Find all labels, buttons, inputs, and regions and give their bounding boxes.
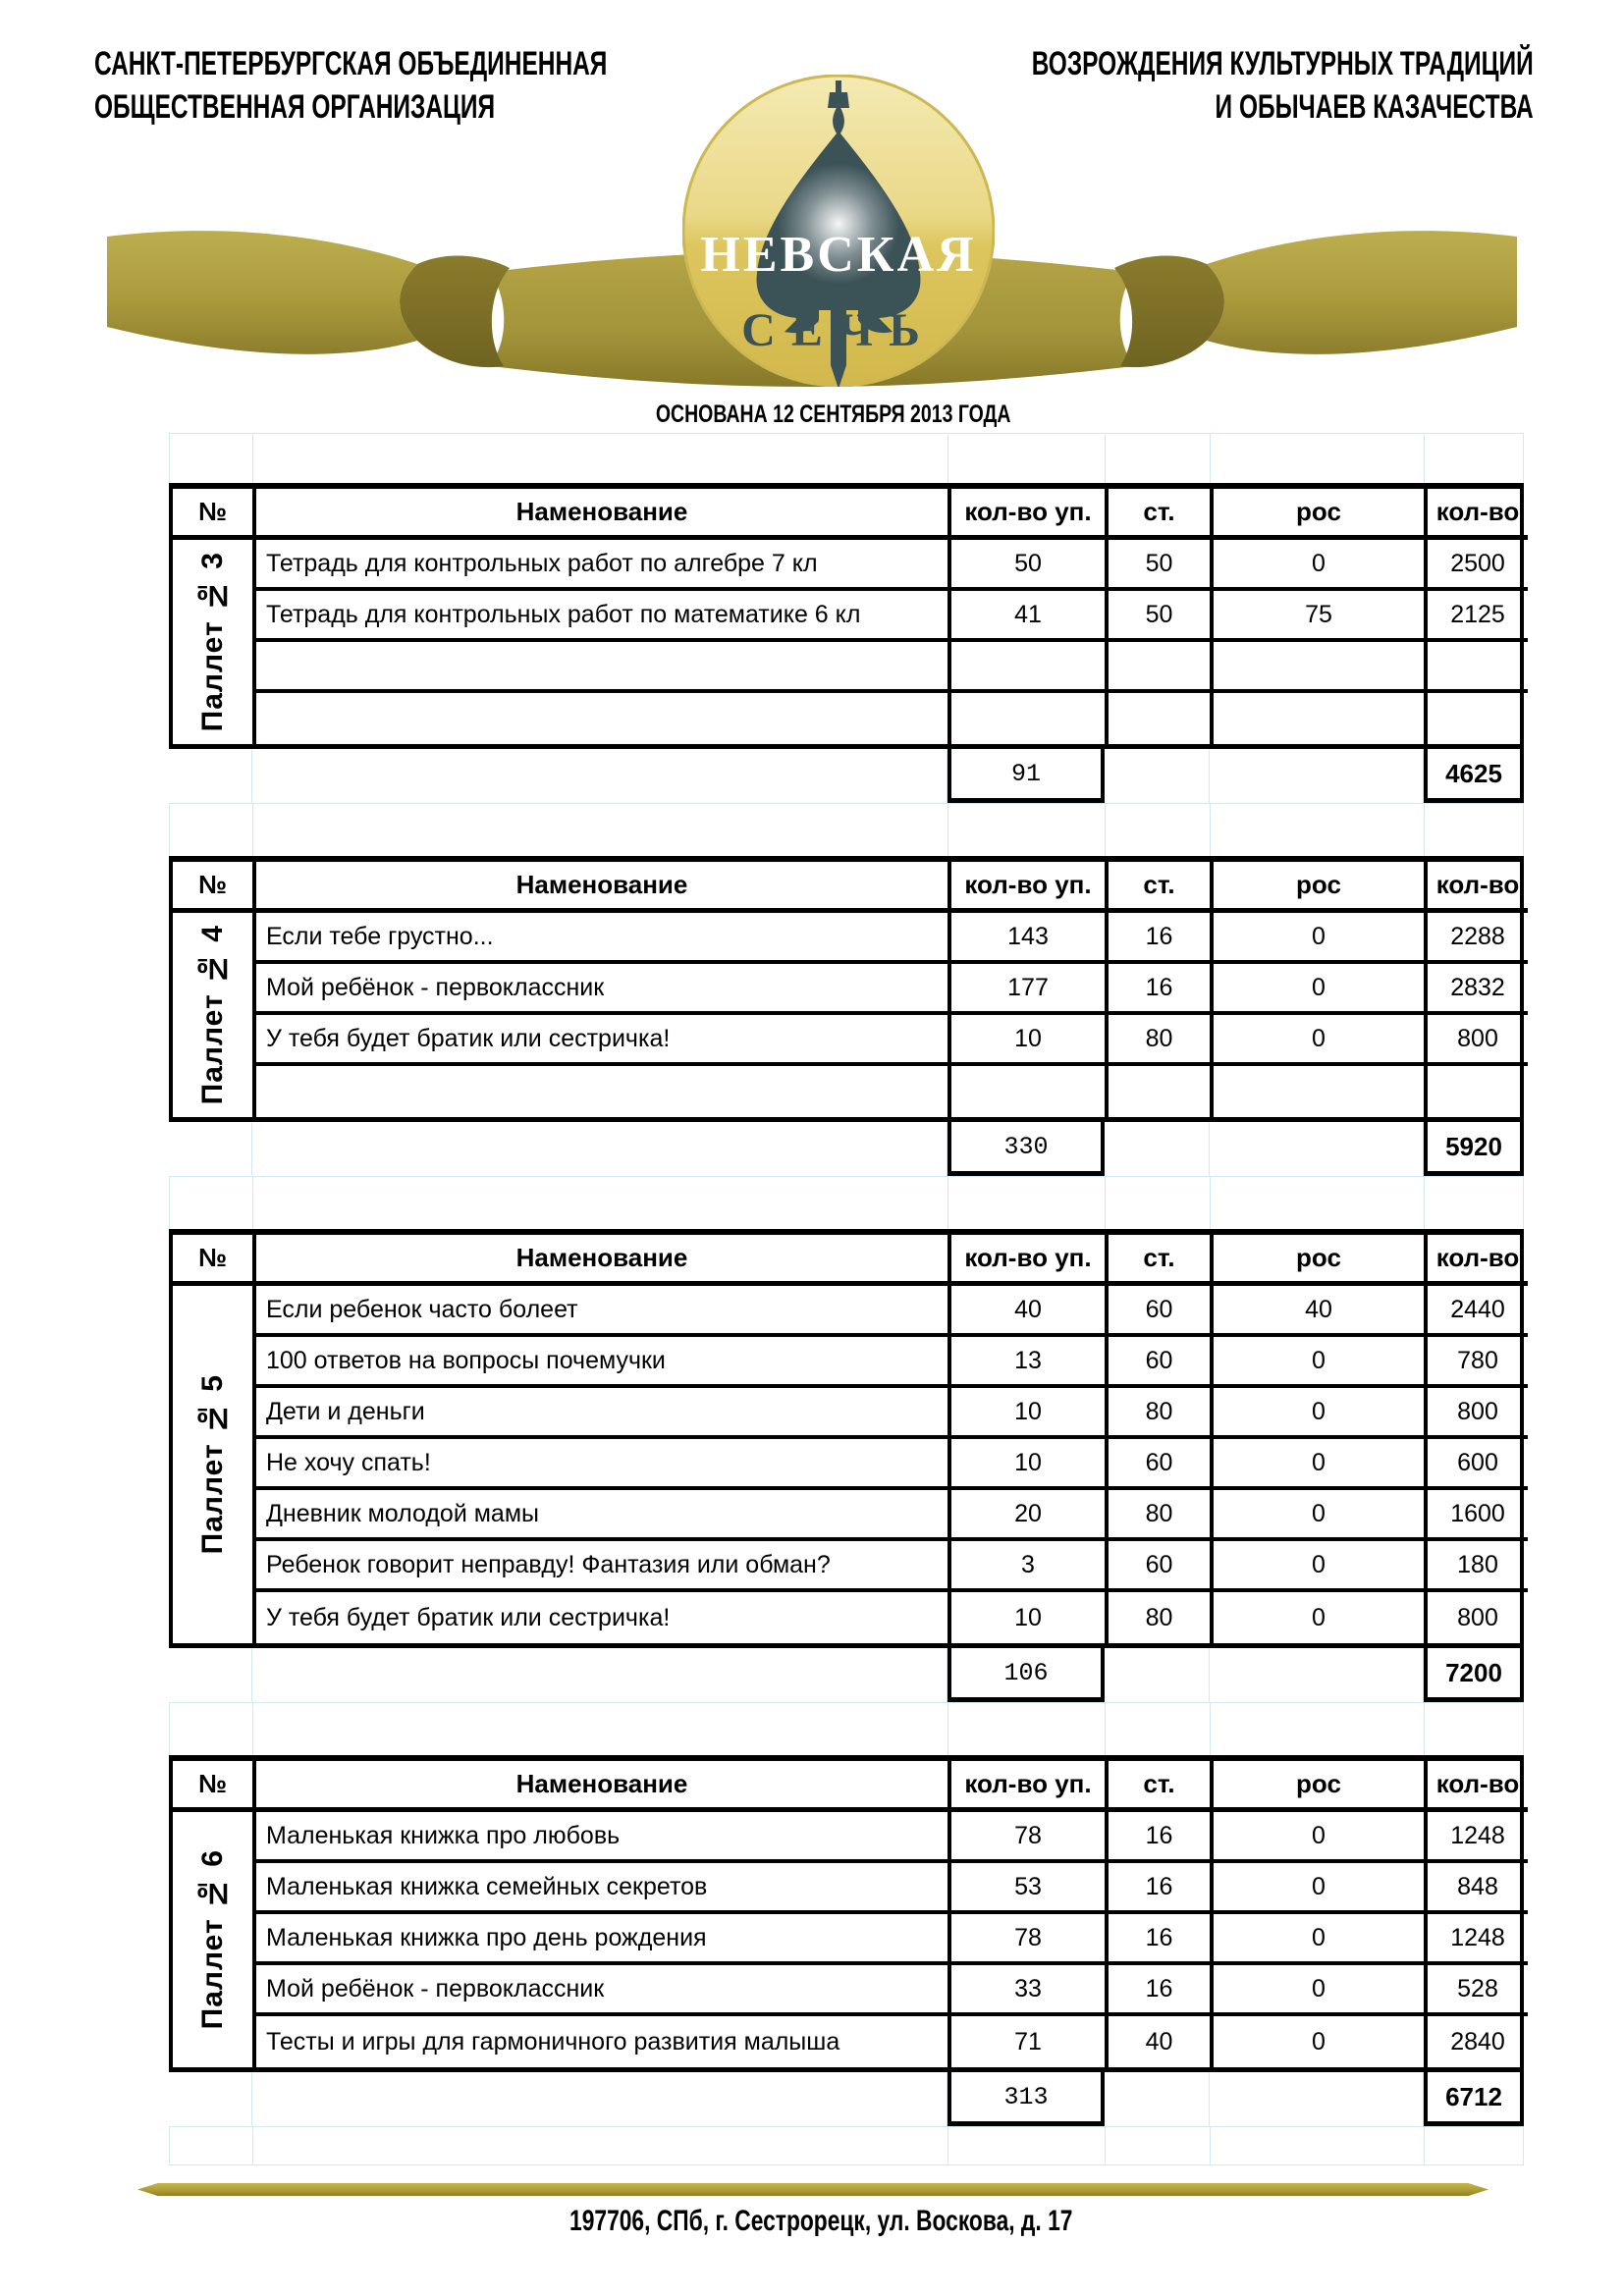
table-cell-name: Мой ребёнок - первоклассник xyxy=(256,1965,951,2016)
table-cell-name: Маленькая книжка про любовь xyxy=(256,1812,951,1863)
total-packs: 330 xyxy=(947,1122,1105,1176)
pallet-4-total-row: 330 5920 xyxy=(169,1122,1524,1176)
pallet-4-table: № Наменование кол-во уп. ст. рос кол-во … xyxy=(169,856,1528,1122)
nevskaya-sech-emblem: НЕВСКАЯ СЕЧЬ xyxy=(682,75,995,387)
org-left-line2: ОБЩЕСТВЕННАЯ ОРГАНИЗАЦИЯ xyxy=(94,87,496,126)
table-cell-name: Тетрадь для контрольных работ по математ… xyxy=(256,591,951,642)
table-cell-name: У тебя будет братик или сестричка! xyxy=(256,1015,951,1066)
grid-spacer xyxy=(169,1702,1524,1755)
table-cell-name: Дневник молодой мамы xyxy=(256,1490,951,1541)
table-cell-name xyxy=(256,693,951,744)
col-header-st: ст. xyxy=(1109,489,1214,540)
col-header-name: Наменование xyxy=(256,489,951,540)
nose-guard-spike xyxy=(831,308,846,387)
pallet-label-cell: Паллет № 3 xyxy=(173,540,256,744)
total-qty: 6712 xyxy=(1424,2072,1524,2126)
table-cell-name: Ребенок говорит неправду! Фантазия или о… xyxy=(256,1541,951,1592)
grid-spacer xyxy=(169,2126,1524,2165)
grid-spacer xyxy=(169,433,1524,483)
table-cell-name xyxy=(256,642,951,693)
col-header-packs: кол-во уп. xyxy=(951,489,1109,540)
table-cell-name: Если тебе грустно... xyxy=(256,913,951,964)
pallet-6-total-row: 313 6712 xyxy=(169,2072,1524,2126)
total-qty: 4625 xyxy=(1424,749,1524,803)
footer-address: 197706, СПб, г. Сестрорецк, ул. Воскова,… xyxy=(568,2205,1073,2237)
pallet-3-table: № Наменование кол-во уп. ст. рос кол-во … xyxy=(169,483,1528,749)
table-cell-name: Тетрадь для контрольных работ по алгебре… xyxy=(256,540,951,591)
table-cell-name: Дети и деньги xyxy=(256,1388,951,1439)
pallet-label-cell: Паллет № 6 xyxy=(173,1812,256,2067)
table-cell-name: Тесты и игры для гармоничного развития м… xyxy=(256,2016,951,2067)
total-packs: 313 xyxy=(947,2072,1105,2126)
table-cell-ros: 0 xyxy=(1214,540,1428,591)
table-cell-qty: 2500 xyxy=(1428,540,1528,591)
founded-line: ОСНОВАНА 12 СЕНТЯБРЯ 2013 ГОДА xyxy=(656,400,1011,428)
pallet-5-table: № Наменование кол-во уп. ст. рос кол-во … xyxy=(169,1229,1528,1648)
pallet-5-total-row: 106 7200 xyxy=(169,1648,1524,1702)
table-cell-st: 50 xyxy=(1109,540,1214,591)
table-cell-qty: 2125 xyxy=(1428,591,1528,642)
table-cell-name: 100 ответов на вопросы почемучки xyxy=(256,1337,951,1388)
pallet-label-cell: Паллет № 4 xyxy=(173,913,256,1117)
table-cell-ros: 75 xyxy=(1214,591,1428,642)
grid-spacer xyxy=(169,1176,1524,1229)
pallet-6-table: № Наменование кол-во уп. ст. рос кол-во … xyxy=(169,1755,1528,2072)
grid-spacer xyxy=(169,803,1524,856)
col-header-ros: рос xyxy=(1214,489,1428,540)
footer-gold-bar xyxy=(137,2183,1489,2196)
total-qty: 7200 xyxy=(1424,1648,1524,1702)
table-cell-name: У тебя будет братик или сестричка! xyxy=(256,1592,951,1643)
table-cell-name: Не хочу спать! xyxy=(256,1439,951,1490)
table-cell-packs: 50 xyxy=(951,540,1109,591)
table-cell-name: Маленькая книжка семейных секретов xyxy=(256,1863,951,1914)
table-cell-name: Если ребенок часто болеет xyxy=(256,1286,951,1337)
org-right-line1: ВОЗРОЖДЕНИЯ КУЛЬТУРНЫХ ТРАДИЦИЙ xyxy=(1032,45,1534,82)
org-name-left: САНКТ-ПЕТЕРБУРГСКАЯ ОБЪЕДИНЕННАЯ ОБЩЕСТВ… xyxy=(94,43,807,129)
table-cell-st: 50 xyxy=(1109,591,1214,642)
pallet-label-cell: Паллет № 5 xyxy=(173,1286,256,1643)
table-cell-packs: 41 xyxy=(951,591,1109,642)
org-right-line2: И ОБЫЧАЕВ КАЗАЧЕСТВА xyxy=(1215,87,1534,126)
total-qty: 5920 xyxy=(1424,1122,1524,1176)
total-packs: 106 xyxy=(947,1648,1105,1702)
tables-area: № Наменование кол-во уп. ст. рос кол-во … xyxy=(169,433,1528,2165)
table-cell-name: Мой ребёнок - первоклассник xyxy=(256,964,951,1015)
col-header-num: № xyxy=(173,489,256,540)
col-header-qty: кол-во xyxy=(1428,489,1528,540)
logo-title-top: НЕВСКАЯ xyxy=(700,227,976,283)
org-left-line1: САНКТ-ПЕТЕРБУРГСКАЯ ОБЪЕДИНЕННАЯ xyxy=(94,45,608,82)
total-packs: 91 xyxy=(947,749,1105,803)
org-name-right: ВОЗРОЖДЕНИЯ КУЛЬТУРНЫХ ТРАДИЦИЙ И ОБЫЧАЕ… xyxy=(837,43,1534,129)
table-cell-name: Маленькая книжка про день рождения xyxy=(256,1914,951,1965)
pallet-3-total-row: 91 4625 xyxy=(169,749,1524,803)
